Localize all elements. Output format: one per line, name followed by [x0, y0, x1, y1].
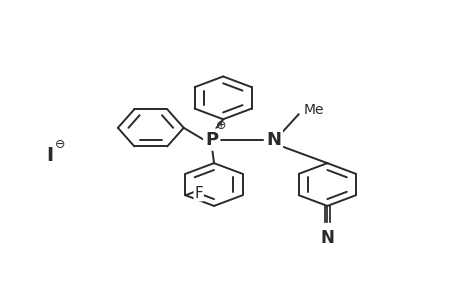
Text: P: P — [205, 130, 218, 148]
Text: I: I — [46, 146, 53, 165]
Text: ⊖: ⊖ — [55, 138, 65, 151]
Text: F: F — [194, 186, 202, 201]
Text: Me: Me — [302, 103, 323, 118]
Text: N: N — [265, 130, 280, 148]
Text: ⊕: ⊕ — [215, 119, 226, 132]
Text: N: N — [320, 229, 334, 247]
